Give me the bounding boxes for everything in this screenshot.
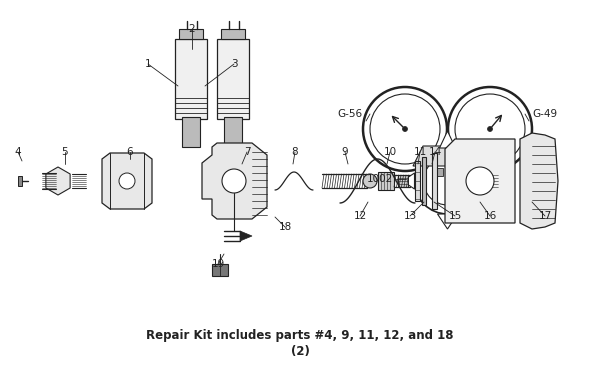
Text: 12: 12: [353, 211, 367, 221]
Text: 13: 13: [403, 211, 416, 221]
Bar: [415, 161, 420, 201]
Text: 5: 5: [62, 147, 68, 157]
Text: 16: 16: [484, 211, 497, 221]
Bar: [487, 175, 497, 187]
Bar: [221, 29, 245, 39]
Text: 6: 6: [127, 147, 133, 157]
Text: 18: 18: [278, 222, 292, 232]
Circle shape: [363, 174, 377, 188]
Circle shape: [424, 157, 472, 205]
Polygon shape: [445, 139, 515, 223]
Text: 10: 10: [383, 147, 397, 157]
Circle shape: [415, 148, 481, 214]
Circle shape: [222, 169, 246, 193]
Text: 11: 11: [413, 147, 427, 157]
Circle shape: [466, 167, 494, 195]
Text: 1002: 1002: [367, 174, 392, 184]
Bar: [179, 29, 203, 39]
Text: G-56: G-56: [337, 109, 362, 119]
Circle shape: [363, 87, 447, 171]
Bar: [224, 117, 242, 147]
Bar: [212, 264, 228, 276]
Bar: [422, 157, 426, 205]
Polygon shape: [520, 133, 558, 229]
Circle shape: [487, 126, 493, 132]
Text: 17: 17: [538, 211, 551, 221]
Circle shape: [370, 94, 440, 164]
Text: Repair Kit includes parts #4, 9, 11, 12, and 18: Repair Kit includes parts #4, 9, 11, 12,…: [146, 329, 454, 343]
Bar: [175, 39, 207, 119]
Bar: [432, 153, 437, 209]
Text: 4: 4: [14, 147, 22, 157]
Text: 7: 7: [244, 147, 250, 157]
Text: 9: 9: [341, 147, 349, 157]
Bar: [452, 168, 458, 176]
Bar: [182, 117, 200, 147]
Bar: [398, 175, 407, 187]
Polygon shape: [439, 131, 455, 148]
Polygon shape: [18, 176, 22, 186]
Circle shape: [403, 126, 407, 132]
Polygon shape: [413, 146, 482, 166]
Polygon shape: [240, 231, 252, 241]
Bar: [378, 172, 394, 190]
Polygon shape: [403, 173, 415, 189]
Text: (2): (2): [290, 346, 310, 359]
Circle shape: [455, 94, 525, 164]
Text: 1: 1: [145, 59, 151, 69]
Polygon shape: [46, 167, 70, 195]
Bar: [437, 168, 443, 176]
Text: 19: 19: [211, 259, 224, 269]
Text: G-49: G-49: [532, 109, 557, 119]
Text: 3: 3: [230, 59, 238, 69]
Text: 2: 2: [188, 24, 196, 34]
Circle shape: [119, 173, 135, 189]
Text: 14: 14: [428, 147, 442, 157]
Text: 8: 8: [292, 147, 298, 157]
Polygon shape: [437, 214, 458, 229]
Polygon shape: [481, 173, 493, 189]
Polygon shape: [202, 143, 267, 219]
Text: 15: 15: [448, 211, 461, 221]
Bar: [217, 39, 249, 119]
Polygon shape: [102, 153, 152, 209]
Circle shape: [448, 87, 532, 171]
